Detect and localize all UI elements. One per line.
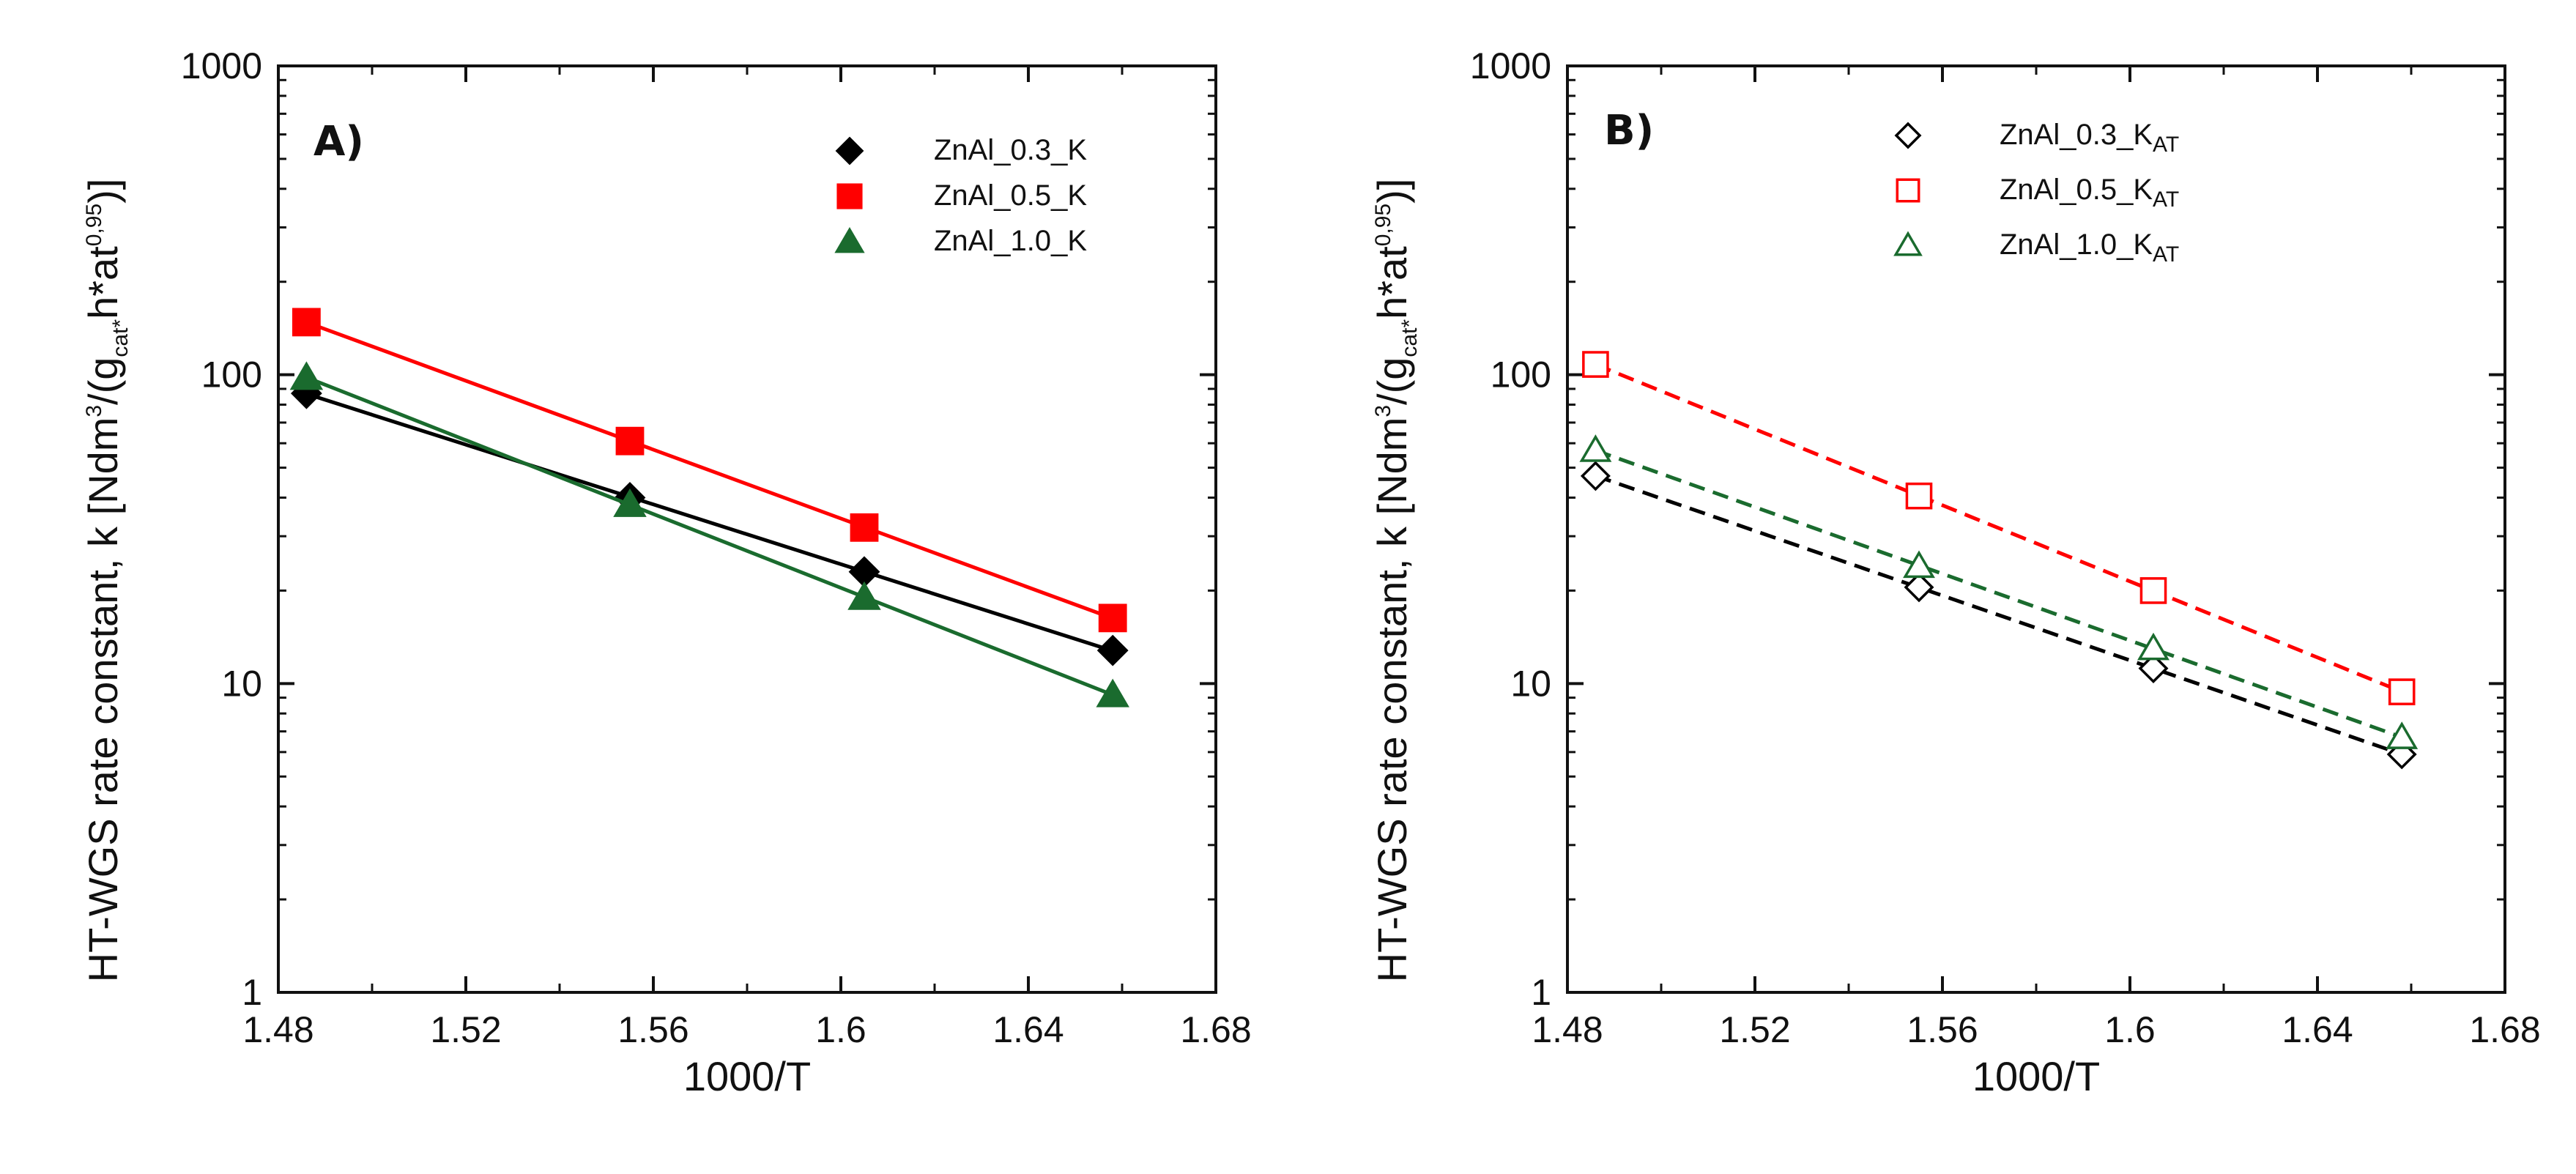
legend-marker: [1893, 231, 1923, 256]
y-tick-label: 1000: [1470, 45, 1551, 86]
legend-entry: ZnAl_0.5_KAT: [1896, 174, 2179, 212]
x-axis-title: 1000/T: [683, 1053, 811, 1099]
legend-label: ZnAl_0.5_K: [934, 179, 1087, 212]
data-point: [2139, 577, 2167, 604]
series-znal-0-3-k: [1580, 461, 2417, 770]
legend-entry: ZnAl_0.3_K: [835, 134, 1087, 166]
data-point: [847, 581, 881, 610]
data-point: [2386, 721, 2419, 749]
y-tick-label: 10: [221, 663, 262, 704]
x-tick-label: 1.64: [2282, 1009, 2353, 1050]
x-tick-label: 1.52: [430, 1009, 501, 1050]
legend-label: ZnAl_1.0_KAT: [2000, 229, 2179, 267]
x-tick-label: 1.48: [242, 1009, 313, 1050]
y-tick-label: 10: [1510, 663, 1551, 704]
data-point: [1579, 434, 1612, 462]
data-point: [2138, 653, 2169, 684]
series-znal-1-0-k: [289, 361, 1129, 707]
fit-line: [1595, 363, 2403, 694]
y-tick-label: 100: [1491, 354, 1551, 395]
y-axis-title: HT-WGS rate constant, k [Ndm3/(gcat*h*at…: [1369, 179, 1422, 983]
series-znal-1-0-k: [1579, 434, 2419, 749]
legend-marker: [1896, 178, 1920, 203]
x-tick-label: 1.52: [1719, 1009, 1790, 1050]
legend-marker: [1894, 122, 1922, 149]
legend-marker: [836, 183, 863, 209]
panel-label: B): [1604, 107, 1654, 155]
x-tick-label: 1.56: [1907, 1009, 1978, 1050]
legend-label: ZnAl_0.3_KAT: [2000, 119, 2179, 157]
y-axis-title: HT-WGS rate constant, k [Ndm3/(gcat*h*at…: [80, 179, 133, 983]
y-tick-label: 1: [1531, 972, 1551, 1013]
data-point: [2388, 678, 2416, 705]
legend-entry: ZnAl_1.0_K: [834, 225, 1087, 257]
y-tick-label: 1: [242, 972, 262, 1013]
x-tick-label: 1.68: [2469, 1009, 2540, 1050]
data-point: [1096, 634, 1129, 666]
data-point: [1098, 603, 1127, 633]
data-point: [292, 308, 321, 337]
svg-text:HT-WGS rate constant, k [Ndm3/: HT-WGS rate constant, k [Ndm3/(gcat*h*at…: [80, 179, 133, 983]
data-point: [613, 488, 647, 517]
y-tick-label: 100: [201, 354, 262, 395]
data-point: [1903, 550, 1935, 579]
data-point: [1580, 461, 1611, 491]
data-point: [850, 513, 879, 542]
legend-label: ZnAl_0.3_K: [934, 134, 1087, 166]
legend-label: ZnAl_0.5_KAT: [2000, 174, 2179, 212]
fit-line: [1595, 474, 2403, 757]
legend-entry: ZnAl_0.5_K: [836, 179, 1087, 212]
fit-line: [305, 320, 1114, 620]
series-znal-0-5-k: [292, 308, 1127, 633]
series-znal-0-5-k: [1582, 351, 2416, 705]
x-tick-label: 1.68: [1180, 1009, 1251, 1050]
panel-b: 1.48 1.52 1.56 1.6 1.64 1.68 1 10 100 1000 1000/T H…: [1369, 45, 2541, 1099]
x-axis-title: 1000/T: [1972, 1053, 2100, 1099]
x-tick-label: 1.48: [1532, 1009, 1603, 1050]
panel-label: A): [313, 118, 364, 166]
legend-marker: [834, 227, 865, 253]
data-point: [1096, 678, 1129, 707]
legend-marker: [835, 136, 864, 166]
fit-line: [305, 375, 1114, 697]
panel-a: 1.48 1.52 1.56 1.6 1.64 1.68 1 10 100 1000 1000/T H…: [80, 45, 1252, 1099]
fit-line: [1595, 448, 2403, 739]
legend-label: ZnAl_1.0_K: [934, 225, 1087, 257]
data-point: [2137, 632, 2169, 661]
data-point: [615, 426, 645, 456]
svg-text:HT-WGS rate constant, k [Ndm3/: HT-WGS rate constant, k [Ndm3/(gcat*h*at…: [1369, 179, 1422, 983]
data-point: [1905, 482, 1933, 510]
data-point: [1582, 351, 1609, 378]
data-point: [289, 361, 324, 390]
legend-entry: ZnAl_1.0_KAT: [1893, 229, 2179, 267]
legend-entry: ZnAl_0.3_KAT: [1894, 119, 2179, 157]
x-tick-label: 1.6: [2104, 1009, 2156, 1050]
fit-line: [305, 392, 1113, 653]
x-tick-label: 1.6: [815, 1009, 866, 1050]
x-tick-label: 1.64: [992, 1009, 1064, 1050]
y-tick-label: 1000: [181, 45, 262, 86]
data-point: [1904, 572, 1934, 603]
x-tick-label: 1.56: [617, 1009, 688, 1050]
